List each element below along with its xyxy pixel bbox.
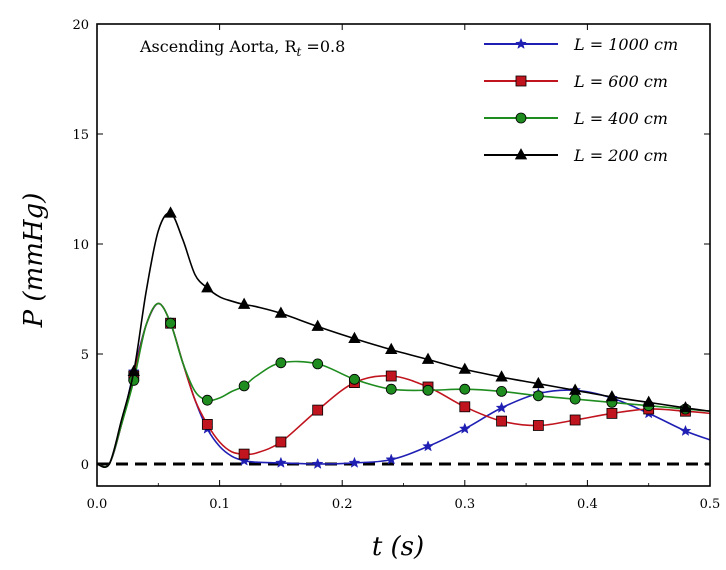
legend-label: L = 200 cm: [573, 146, 668, 165]
data-point: [495, 370, 508, 382]
data-point: [385, 370, 397, 382]
data-point: [495, 401, 508, 413]
data-point: [201, 281, 214, 293]
data-point: [422, 384, 434, 396]
annotation-subscript: t: [297, 45, 302, 59]
data-point: [459, 383, 471, 395]
data-point: [569, 393, 581, 405]
series-line-1: [96, 302, 711, 468]
series-2: [96, 302, 711, 468]
data-point: [275, 436, 287, 448]
x-tick-label: 0.4: [577, 497, 598, 512]
data-point: [237, 297, 251, 309]
data-point: [164, 206, 177, 218]
data-point: [458, 422, 471, 434]
x-tick-label: 0.5: [700, 497, 721, 512]
y-tick-label: 20: [72, 18, 89, 33]
legend-item-2: L = 600 cm: [484, 72, 668, 91]
legend-item-3: L = 400 cm: [484, 109, 668, 128]
x-tick-label: 0.1: [209, 497, 230, 512]
y-tick-label: 0: [81, 458, 89, 473]
series-4: [96, 206, 711, 469]
data-point: [605, 390, 619, 402]
data-point: [311, 319, 324, 331]
x-tick-label: 0.0: [87, 497, 108, 512]
series-3: [96, 302, 711, 468]
data-point: [532, 376, 545, 389]
legend-marker: [515, 75, 527, 87]
legend-label: L = 400 cm: [573, 109, 668, 128]
legend: L = 1000 cm L = 600 cm L = 400 cm L = 200 c…: [484, 35, 678, 165]
x-axis-label: t (s): [372, 532, 424, 562]
data-point: [274, 306, 288, 318]
y-axis-label: P (mmHg): [19, 193, 49, 329]
data-point: [642, 395, 655, 407]
legend-item-4: L = 200 cm: [484, 146, 668, 165]
data-point: [496, 415, 507, 427]
legend-marker: [514, 148, 528, 160]
series-line-4: [96, 212, 711, 469]
data-point: [201, 418, 213, 430]
data-point: [459, 401, 471, 413]
data-point: [496, 385, 507, 397]
annotation-tail: =0.8: [301, 37, 345, 56]
legend-label: L = 1000 cm: [573, 35, 678, 54]
data-point: [348, 331, 361, 344]
legend-marker: [515, 112, 527, 124]
data-point: [679, 424, 692, 436]
data-point: [385, 342, 398, 355]
data-point: [238, 380, 250, 392]
legend-marker: [515, 37, 527, 49]
data-point: [348, 456, 361, 468]
series-line-3: [96, 302, 711, 468]
data-point: [532, 420, 544, 431]
data-point: [311, 457, 324, 469]
y-tick-label: 5: [81, 348, 89, 363]
legend-label: L = 600 cm: [573, 72, 668, 91]
plot-frame: [96, 23, 711, 487]
series-line-2: [96, 302, 711, 468]
series-1: [96, 302, 711, 469]
data-point: [385, 453, 398, 465]
data-point: [275, 357, 287, 369]
legend-item-1: L = 1000 cm: [484, 35, 678, 54]
chart-annotation: Ascending Aorta, Rt =0.8: [139, 37, 345, 59]
data-point: [421, 352, 435, 364]
data-point: [275, 456, 287, 468]
axes: 0.0 0.1 0.2 0.3 0.4 0.5 0 5 10 15 20: [72, 18, 720, 512]
data-point: [679, 401, 692, 413]
x-tick-label: 0.2: [332, 497, 353, 512]
y-tick-label: 15: [72, 128, 89, 143]
data-point: [165, 317, 176, 329]
data-point: [349, 373, 360, 385]
y-tick-label: 10: [72, 238, 89, 253]
data-point: [385, 383, 397, 395]
annotation-text: Ascending Aorta, R: [139, 37, 297, 56]
plot-area: [96, 206, 711, 469]
data-point: [568, 383, 582, 395]
data-point: [128, 374, 140, 386]
data-point: [606, 407, 618, 419]
data-point: [458, 362, 471, 374]
data-point: [422, 440, 434, 452]
data-point: [201, 394, 213, 406]
data-point: [127, 364, 140, 377]
x-tick-label: 0.3: [454, 497, 475, 512]
data-point: [312, 404, 324, 416]
data-point: [569, 414, 581, 426]
data-point: [238, 448, 250, 460]
data-point: [312, 358, 324, 370]
data-point: [532, 390, 544, 402]
